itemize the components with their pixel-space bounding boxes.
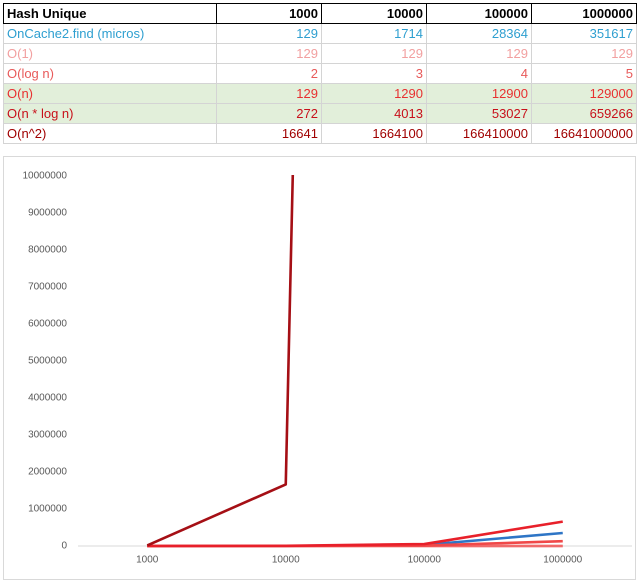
x-tick-label: 100000 bbox=[408, 555, 442, 566]
row-label: OnCache2.find (micros) bbox=[3, 23, 217, 44]
table-row: O(1) 129 129 129 129 bbox=[3, 43, 637, 64]
table-row: OnCache2.find (micros) 129 1714 28364 351617 bbox=[3, 23, 637, 44]
cell-value: 3 bbox=[321, 63, 427, 84]
row-label: O(n^2) bbox=[3, 123, 217, 144]
cell-value: 1290 bbox=[321, 83, 427, 104]
x-tick-label: 1000000 bbox=[543, 555, 582, 566]
row-label: O(log n) bbox=[3, 63, 217, 84]
header-cell: 100000 bbox=[426, 3, 532, 24]
header-cell: 10000 bbox=[321, 3, 427, 24]
table-row: O(n * log n) 272 4013 53027 659266 bbox=[3, 103, 637, 124]
cell-value: 272 bbox=[216, 103, 322, 124]
cell-value: 5 bbox=[531, 63, 637, 84]
cell-value: 12900 bbox=[426, 83, 532, 104]
cell-value: 2 bbox=[216, 63, 322, 84]
plot-lines bbox=[146, 175, 563, 548]
data-table: Hash Unique 1000 10000 100000 1000000 OnCache… bbox=[3, 3, 637, 144]
chart: 0 1000000 2000000 3000000 4000000 5000000 6000… bbox=[3, 156, 636, 580]
y-tick-label: 10000000 bbox=[23, 171, 68, 182]
cell-value: 53027 bbox=[426, 103, 532, 124]
y-tick-label: 5000000 bbox=[28, 356, 67, 367]
y-tick-label: 6000000 bbox=[28, 319, 67, 330]
y-tick-label: 1000000 bbox=[28, 504, 67, 515]
y-tick-label: 9000000 bbox=[28, 208, 67, 219]
cell-value: 1714 bbox=[321, 23, 427, 44]
cell-value: 16641 bbox=[216, 123, 322, 144]
header-cell: 1000000 bbox=[531, 3, 637, 24]
series-line bbox=[147, 520, 563, 548]
cell-value: 166410000 bbox=[426, 123, 532, 144]
cell-value: 129 bbox=[216, 83, 322, 104]
table-row: O(n) 129 1290 12900 129000 bbox=[3, 83, 637, 104]
row-label: O(n * log n) bbox=[3, 103, 217, 124]
cell-value: 129 bbox=[216, 23, 322, 44]
header-row: Hash Unique 1000 10000 100000 1000000 bbox=[3, 3, 637, 24]
y-tick-label: 3000000 bbox=[28, 430, 67, 441]
row-label: O(1) bbox=[3, 43, 217, 64]
cell-value: 129 bbox=[426, 43, 532, 64]
y-tick-label: 8000000 bbox=[28, 245, 67, 256]
cell-value: 4 bbox=[426, 63, 532, 84]
cell-value: 16641000000 bbox=[531, 123, 637, 144]
series-line bbox=[146, 175, 295, 547]
cell-value: 129000 bbox=[531, 83, 637, 104]
x-tick-label: 1000 bbox=[136, 555, 159, 566]
table-row: O(n^2) 16641 1664100 166410000 16641000000 bbox=[3, 123, 637, 144]
cell-value: 129 bbox=[216, 43, 322, 64]
cell-value: 351617 bbox=[531, 23, 637, 44]
cell-value: 659266 bbox=[531, 103, 637, 124]
y-tick-label: 4000000 bbox=[28, 393, 67, 404]
cell-value: 4013 bbox=[321, 103, 427, 124]
x-tick-label: 10000 bbox=[272, 555, 300, 566]
cell-value: 129 bbox=[531, 43, 637, 64]
y-tick-label: 7000000 bbox=[28, 282, 67, 293]
row-label: O(n) bbox=[3, 83, 217, 104]
chart-frame bbox=[3, 156, 636, 580]
header-cell: 1000 bbox=[216, 3, 322, 24]
y-tick-label: 0 bbox=[61, 541, 67, 552]
cell-value: 1664100 bbox=[321, 123, 427, 144]
table-row: O(log n) 2 3 4 5 bbox=[3, 63, 637, 84]
y-tick-label: 2000000 bbox=[28, 467, 67, 478]
header-cell: Hash Unique bbox=[3, 3, 217, 24]
cell-value: 129 bbox=[321, 43, 427, 64]
cell-value: 28364 bbox=[426, 23, 532, 44]
